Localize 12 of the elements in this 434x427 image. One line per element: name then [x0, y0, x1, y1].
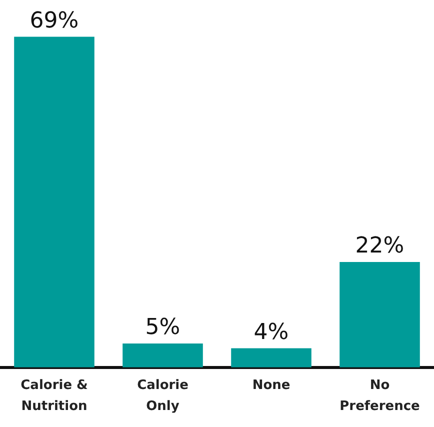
- bar: [14, 36, 94, 368]
- data-label: 69%: [30, 8, 79, 34]
- bar: [122, 343, 203, 368]
- data-label: 22%: [355, 234, 404, 259]
- x-tick-label: Calorie & Nutrition: [20, 378, 88, 414]
- bar: [231, 348, 312, 368]
- x-tick-label: Calorie Only: [137, 378, 189, 414]
- data-label: 4%: [254, 320, 289, 345]
- x-tick-label: None: [252, 378, 290, 394]
- data-label: 5%: [145, 315, 180, 340]
- bar: [340, 262, 420, 368]
- x-tick-label: No Preference: [340, 378, 420, 414]
